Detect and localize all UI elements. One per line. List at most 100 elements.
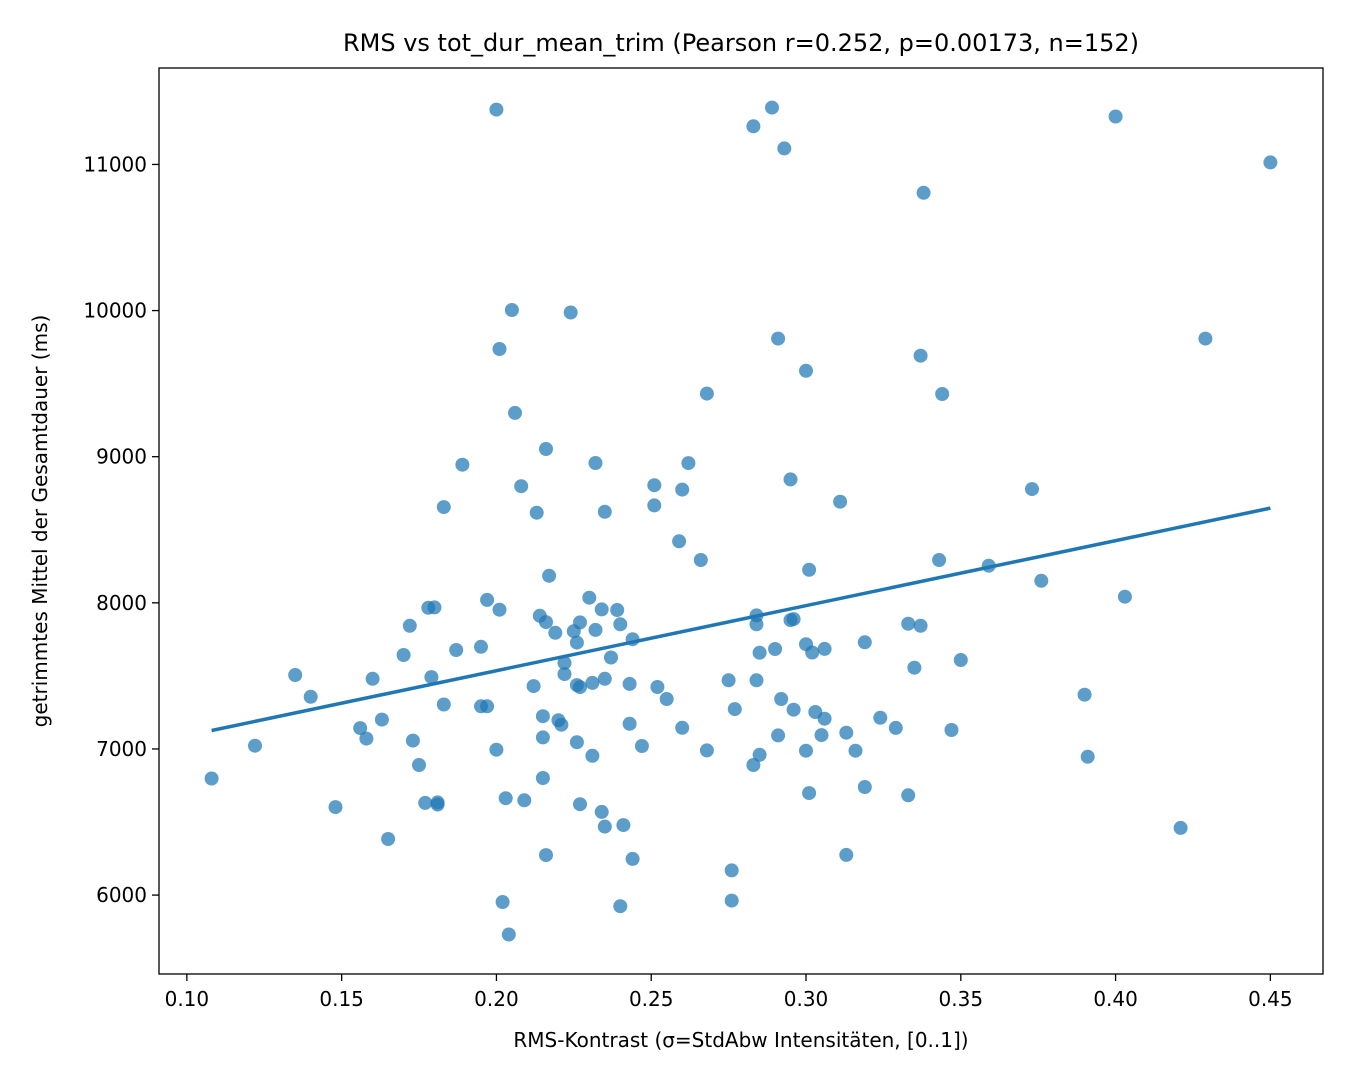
- data-point: [597, 819, 612, 834]
- data-point: [857, 635, 872, 650]
- data-point: [749, 673, 764, 688]
- x-tick-label: 0.40: [1093, 987, 1138, 1011]
- data-point: [817, 641, 832, 656]
- data-point: [374, 712, 389, 727]
- x-tick-label: 0.35: [939, 987, 984, 1011]
- data-point: [353, 721, 368, 736]
- data-point: [412, 758, 426, 772]
- data-point: [693, 553, 708, 567]
- data-point: [480, 592, 495, 607]
- data-point: [613, 899, 628, 914]
- data-point: [594, 804, 609, 819]
- data-point: [436, 697, 451, 712]
- data-point: [752, 645, 767, 660]
- data-point: [597, 504, 612, 519]
- data-point: [501, 927, 516, 942]
- data-point: [634, 739, 649, 753]
- data-point: [799, 363, 813, 378]
- data-point: [672, 534, 687, 549]
- x-axis-label: RMS-Kontrast (σ=StdAbw Intensitäten, [0.…: [513, 1028, 968, 1052]
- y-tick-label: 6000: [96, 883, 147, 907]
- data-point: [699, 743, 714, 758]
- data-point: [752, 747, 767, 762]
- data-point: [746, 758, 761, 772]
- data-point: [535, 709, 550, 724]
- data-point: [405, 733, 420, 748]
- data-point: [1077, 687, 1092, 702]
- plot-frame: [158, 67, 1324, 975]
- data-point: [504, 303, 519, 317]
- data-point: [204, 771, 219, 786]
- data-point: [799, 743, 813, 758]
- data-point: [901, 616, 916, 631]
- data-point: [777, 141, 792, 156]
- regression-line: [211, 506, 1271, 733]
- data-point: [588, 456, 603, 470]
- data-point: [303, 689, 318, 704]
- data-point: [749, 617, 764, 632]
- data-point: [675, 482, 690, 497]
- x-tick-label: 0.20: [474, 987, 519, 1011]
- data-point: [848, 743, 863, 758]
- data-point: [582, 590, 597, 605]
- data-point: [248, 738, 262, 753]
- y-tick-label: 8000: [96, 591, 147, 615]
- data-point: [724, 893, 739, 908]
- data-point: [1173, 820, 1188, 835]
- data-point: [935, 387, 950, 401]
- data-point: [573, 680, 587, 695]
- x-tick-label: 0.45: [1248, 987, 1293, 1011]
- data-point: [480, 699, 495, 714]
- data-point: [675, 720, 690, 735]
- data-point: [1198, 331, 1213, 346]
- data-point: [573, 615, 587, 630]
- data-point: [783, 472, 798, 487]
- data-point: [622, 676, 637, 691]
- data-point: [916, 185, 931, 200]
- data-point: [604, 650, 618, 665]
- data-point: [542, 568, 557, 583]
- data-point: [659, 692, 674, 706]
- data-point: [539, 615, 553, 630]
- x-tick-label: 0.15: [319, 987, 364, 1011]
- data-point: [563, 305, 578, 320]
- data-point: [402, 618, 417, 633]
- data-point: [622, 716, 637, 731]
- data-point: [839, 847, 854, 862]
- data-point: [699, 386, 714, 401]
- data-point: [802, 786, 817, 801]
- data-point: [554, 717, 569, 732]
- y-axis-label: getrimmtes Mittel der Gesamtdauer (ms): [28, 315, 52, 728]
- data-point: [474, 639, 488, 654]
- data-point: [557, 667, 572, 682]
- data-point: [724, 863, 739, 878]
- data-point: [424, 670, 439, 685]
- data-point: [588, 622, 603, 637]
- data-point: [557, 655, 572, 670]
- data-point: [288, 668, 303, 682]
- data-point: [585, 675, 600, 690]
- data-point: [771, 728, 786, 743]
- data-point: [839, 725, 854, 740]
- data-point: [625, 851, 640, 866]
- y-tick-label: 10000: [83, 299, 147, 323]
- data-point: [616, 818, 631, 833]
- data-point: [802, 562, 817, 577]
- data-point: [610, 603, 625, 617]
- data-point: [436, 500, 451, 515]
- data-point: [594, 602, 609, 617]
- data-point: [817, 711, 832, 726]
- data-point: [573, 797, 587, 812]
- data-point: [613, 617, 628, 632]
- data-point: [647, 478, 662, 493]
- data-point: [932, 553, 947, 567]
- data-point: [647, 498, 662, 513]
- data-point: [508, 405, 522, 420]
- data-point: [901, 788, 916, 803]
- data-point: [771, 331, 786, 346]
- data-point: [430, 797, 445, 812]
- data-point: [492, 602, 507, 617]
- chart-title: RMS vs tot_dur_mean_trim (Pearson r=0.25…: [343, 29, 1139, 57]
- data-point: [396, 648, 411, 662]
